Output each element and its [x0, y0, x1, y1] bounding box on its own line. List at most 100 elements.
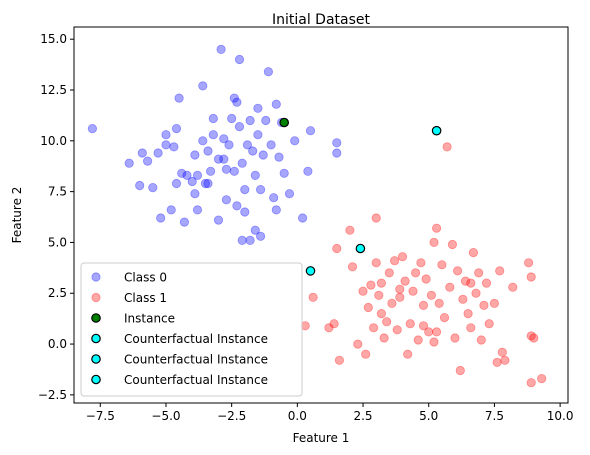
- point-series-0-2: [135, 180, 145, 191]
- point-series-0-15: [177, 168, 187, 178]
- point-series-0-21: [192, 170, 203, 180]
- point-series-0-29: [208, 130, 218, 140]
- y-tick-label: 5.0: [48, 235, 67, 249]
- point-series-0-13: [171, 178, 182, 189]
- point-series-0-59: [266, 140, 276, 150]
- legend-marker-3: [91, 333, 101, 344]
- point-series-0-44: [237, 158, 247, 168]
- point-series-1-52: [463, 308, 473, 319]
- point-series-0-69: [303, 166, 313, 176]
- points-layer: [87, 44, 547, 388]
- point-series-0-31: [213, 215, 224, 225]
- point-series-0-24: [198, 136, 208, 146]
- legend-label-1: Class 1: [124, 291, 167, 305]
- legend-marker-1: [91, 292, 101, 303]
- point-series-1-44: [442, 142, 452, 152]
- point-series-1-51: [460, 276, 471, 286]
- y-tick-label: −2.5: [38, 388, 67, 402]
- point-series-0-62: [271, 99, 281, 109]
- point-series-0-16: [179, 217, 189, 227]
- point-series-1-59: [481, 278, 492, 288]
- point-series-1-28: [403, 349, 413, 359]
- point-series-0-60: [269, 193, 279, 203]
- point-series-0-14: [174, 93, 184, 103]
- point-series-1-14: [371, 213, 381, 223]
- point-series-1-27: [400, 276, 410, 286]
- point-series-1-35: [421, 274, 431, 284]
- point-series-0-46: [240, 207, 250, 217]
- point-series-1-16: [374, 290, 384, 300]
- legend-label-0: Class 0: [124, 271, 167, 285]
- point-series-1-23: [389, 256, 400, 266]
- point-series-0-36: [224, 140, 234, 150]
- point-series-1-18: [376, 278, 386, 288]
- point-series-0-26: [203, 146, 213, 156]
- point-series-1-8: [353, 339, 363, 349]
- point-series-1-36: [424, 327, 434, 337]
- point-series-0-45: [240, 185, 250, 195]
- point-series-1-42: [437, 260, 447, 270]
- point-series-0-50: [248, 146, 258, 156]
- point-series-0-3: [137, 148, 147, 158]
- legend-marker-0: [91, 272, 101, 282]
- point-series-0-5: [148, 183, 158, 193]
- y-tick-label: 0.0: [48, 337, 67, 351]
- point-series-0-67: [290, 136, 300, 146]
- point-series-0-20: [190, 189, 200, 199]
- point-series-1-49: [455, 365, 465, 376]
- legend-marker-4: [91, 354, 101, 364]
- point-series-2-0: [279, 117, 289, 128]
- y-tick-label: 12.5: [40, 83, 67, 97]
- point-series-1-46: [447, 239, 457, 250]
- point-series-0-61: [271, 205, 281, 215]
- point-series-1-20: [382, 317, 392, 327]
- point-series-0-58: [263, 67, 273, 77]
- point-series-1-17: [376, 308, 386, 319]
- point-series-0-63: [274, 152, 284, 162]
- point-series-0-4: [143, 156, 153, 166]
- point-series-1-19: [379, 333, 389, 343]
- point-series-1-32: [413, 335, 423, 345]
- point-series-1-48: [452, 266, 463, 276]
- point-series-0-72: [332, 148, 342, 158]
- x-tick-label: −5.0: [151, 409, 180, 423]
- y-axis-label: Feature 2: [10, 187, 24, 244]
- point-series-1-74: [431, 327, 442, 337]
- point-series-1-63: [495, 266, 505, 276]
- point-series-1-57: [476, 335, 486, 345]
- legend: Class 0 Class 1 Instance Counterfactual Ins…: [80, 262, 303, 397]
- y-tick-label: 2.5: [48, 286, 67, 300]
- point-series-0-0: [87, 124, 98, 134]
- point-series-1-76: [466, 278, 476, 288]
- point-series-1-33: [416, 258, 426, 268]
- point-series-1-47: [450, 333, 460, 343]
- point-series-0-56: [258, 150, 268, 160]
- point-series-1-69: [526, 331, 536, 341]
- point-series-1-29: [405, 319, 415, 329]
- x-tick-label: 10.0: [547, 409, 574, 423]
- point-series-0-75: [250, 225, 260, 235]
- point-series-1-66: [508, 282, 518, 292]
- point-series-1-40: [431, 223, 442, 233]
- point-series-0-28: [208, 113, 218, 124]
- point-series-1-34: [418, 300, 429, 310]
- point-series-1-43: [439, 312, 450, 323]
- point-series-1-41: [434, 298, 444, 308]
- point-series-1-54: [468, 248, 478, 258]
- point-series-0-10: [166, 205, 176, 215]
- point-series-0-25: [200, 178, 210, 189]
- point-series-1-73: [418, 321, 429, 331]
- point-series-0-47: [242, 140, 252, 150]
- point-series-0-51: [250, 170, 260, 180]
- point-series-1-62: [492, 357, 502, 367]
- point-series-0-9: [161, 140, 171, 150]
- x-tick-label: −7.5: [86, 409, 115, 423]
- x-axis-label: Feature 1: [293, 431, 350, 445]
- point-series-5-0: [305, 266, 316, 276]
- point-series-0-1: [124, 158, 134, 168]
- point-series-0-7: [156, 213, 166, 223]
- point-series-0-65: [279, 168, 289, 178]
- point-series-1-38: [429, 237, 439, 247]
- point-series-0-8: [161, 130, 171, 140]
- legend-marker-5: [91, 374, 101, 385]
